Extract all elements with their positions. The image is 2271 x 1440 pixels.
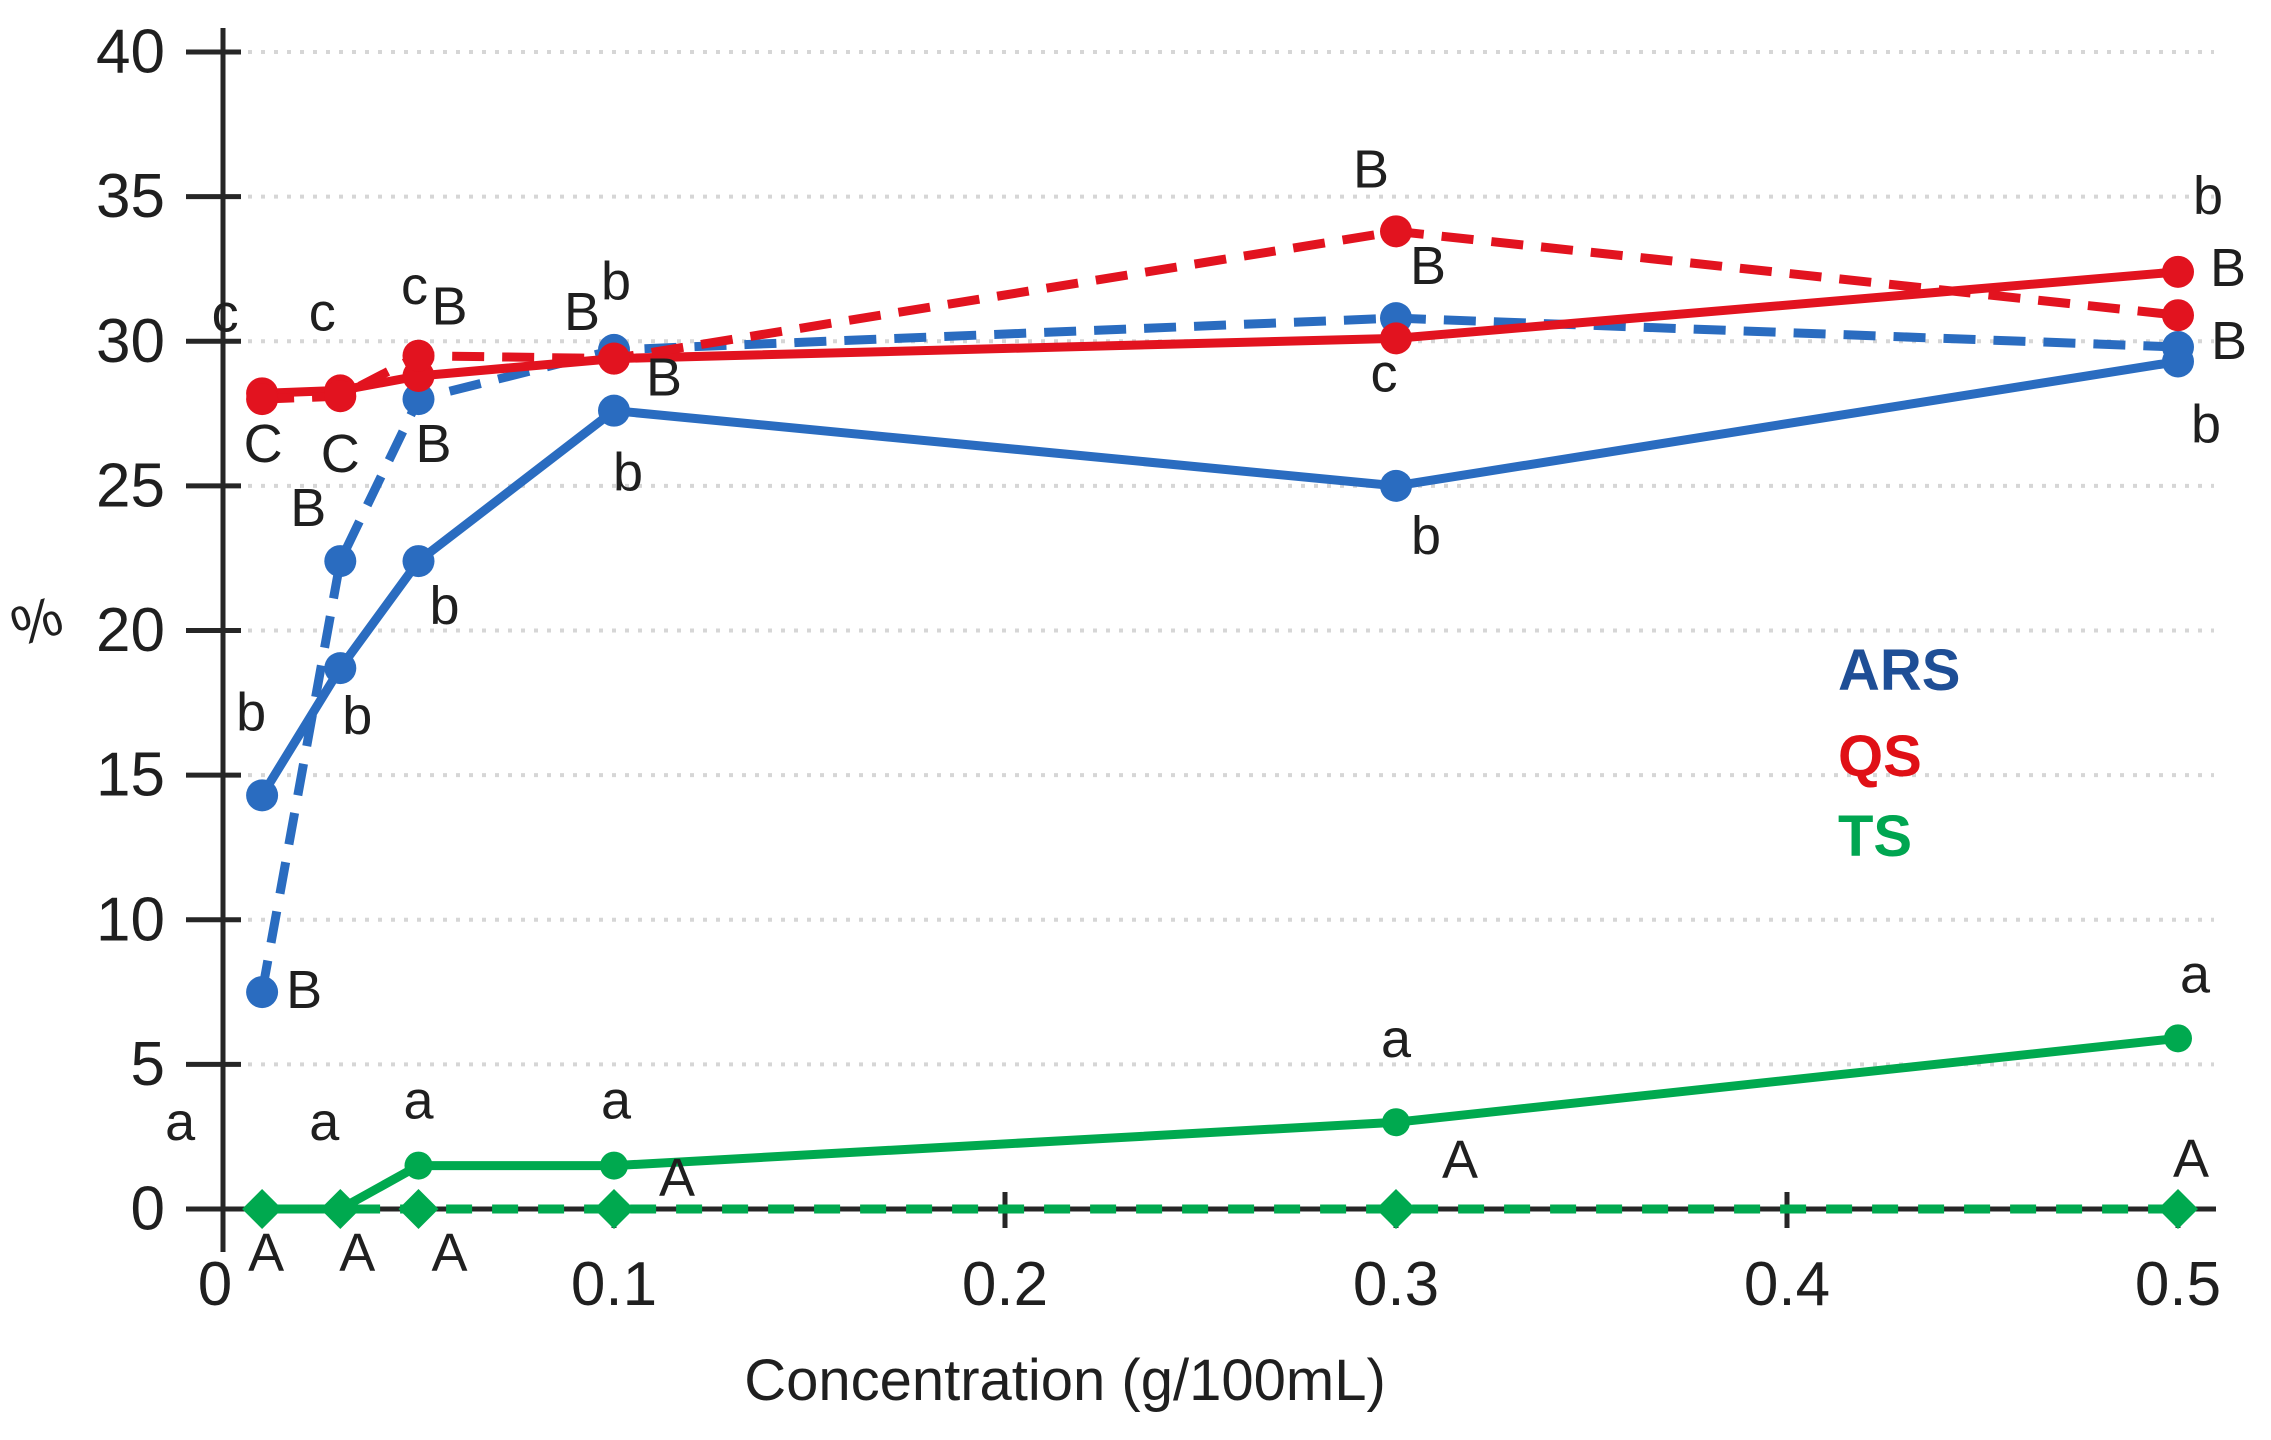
y-tick-label-20: 20 xyxy=(96,596,165,665)
point-label-qs-dashed-0: C xyxy=(244,414,283,474)
data-point-ts-dashed-5 xyxy=(2158,1189,2198,1229)
data-point-ts-dashed-0 xyxy=(242,1189,283,1229)
point-label-qs-solid-5: b xyxy=(2193,166,2223,226)
point-label-ars-dashed-3: B xyxy=(564,282,600,342)
point-label-qs-dashed-2: B xyxy=(431,277,467,337)
data-point-ts-solid-2 xyxy=(404,1151,433,1180)
point-label-ts-solid-1: a xyxy=(309,1092,340,1152)
x-axis-title: Concentration (g/100mL) xyxy=(744,1348,1386,1413)
point-label-ars-dashed-2: B xyxy=(415,414,451,474)
data-point-ars-solid-4 xyxy=(1380,469,1412,502)
data-point-qs-dashed-5 xyxy=(2162,299,2194,332)
point-label-ts-dashed-0: A xyxy=(248,1223,284,1283)
series-line-qs-dashed xyxy=(261,226,2179,404)
x-tick-label-0.5: 0.5 xyxy=(2135,1250,2221,1319)
point-label-ars-solid-0: b xyxy=(236,682,266,742)
data-point-qs-dashed-2 xyxy=(402,339,435,372)
point-label-qs-dashed-5: B xyxy=(2210,238,2246,298)
data-point-qs-solid-4 xyxy=(1380,322,1412,355)
data-point-ts-solid-4 xyxy=(1382,1108,1410,1137)
series-ts-solid xyxy=(248,1024,2192,1223)
data-point-ars-solid-3 xyxy=(598,394,630,427)
x-tick-label-0.2: 0.2 xyxy=(962,1250,1048,1319)
data-point-qs-dashed-1 xyxy=(324,380,357,413)
data-point-ars-dashed-5 xyxy=(2162,331,2194,364)
point-label-ts-solid-3: a xyxy=(601,1071,632,1131)
legend-label-ts: TS xyxy=(1838,804,1912,869)
data-point-ars-solid-2 xyxy=(402,545,435,578)
y-axis-title: % xyxy=(3,583,70,658)
y-tick-label-25: 25 xyxy=(96,451,165,520)
data-point-qs-dashed-3 xyxy=(598,342,630,375)
legend-label-ars: ARS xyxy=(1838,638,1960,703)
x-tick-label-0: 0 xyxy=(198,1250,232,1319)
series-line-qs-solid xyxy=(261,267,2179,398)
legend: ARS QS TS xyxy=(1838,638,1960,869)
series-lines xyxy=(242,215,2198,1229)
data-point-ars-dashed-2 xyxy=(402,383,435,416)
point-label-ars-dashed-0: B xyxy=(286,960,322,1020)
point-label-ars-solid-4: b xyxy=(1411,506,1441,566)
y-tick-label-30: 30 xyxy=(96,307,165,376)
point-label-ts-dashed-4: A xyxy=(1442,1130,1478,1190)
y-tick-label-5: 5 xyxy=(131,1030,165,1099)
point-label-ars-dashed-4: B xyxy=(1410,236,1446,296)
point-label-ts-dashed-5: A xyxy=(2173,1129,2209,1189)
series-qs-dashed xyxy=(246,215,2194,416)
point-label-ts-dashed-1: A xyxy=(339,1223,375,1283)
point-label-ars-solid-2: b xyxy=(429,576,459,636)
point-label-ars-dashed-5: B xyxy=(2211,311,2247,371)
y-tick-label-35: 35 xyxy=(96,162,165,231)
point-label-ts-solid-5: a xyxy=(2180,944,2211,1004)
point-label-ars-solid-1: b xyxy=(342,686,372,746)
point-label-qs-dashed-4: B xyxy=(1353,139,1389,199)
series-ars-solid xyxy=(246,345,2194,812)
point-label-qs-solid-4: c xyxy=(1371,343,1398,403)
data-point-qs-dashed-4 xyxy=(1380,215,1412,248)
data-point-ars-solid-1 xyxy=(324,652,357,685)
point-label-ars-solid-5: b xyxy=(2191,394,2221,454)
y-tick-label-0: 0 xyxy=(131,1175,165,1244)
point-label-qs-solid-3: b xyxy=(601,252,631,312)
point-label-ts-dashed-3: A xyxy=(659,1148,695,1208)
point-label-qs-solid-1: c xyxy=(309,282,336,342)
x-tick-label-0.3: 0.3 xyxy=(1353,1250,1439,1319)
data-point-ars-dashed-0 xyxy=(246,976,279,1009)
data-point-qs-dashed-0 xyxy=(246,383,279,416)
point-label-qs-solid-2: c xyxy=(401,256,428,316)
series-line-ars-solid xyxy=(258,357,2179,798)
data-point-qs-solid-5 xyxy=(2162,255,2194,288)
point-label-qs-dashed-3: B xyxy=(646,348,682,408)
point-label-ts-solid-4: a xyxy=(1381,1009,1412,1069)
y-tick-label-40: 40 xyxy=(96,18,165,87)
point-label-ts-solid-2: a xyxy=(403,1071,434,1131)
point-label-ts-solid-0: a xyxy=(165,1092,196,1152)
point-label-ts-dashed-2: A xyxy=(431,1223,467,1283)
x-tick-label-0.1: 0.1 xyxy=(571,1250,657,1319)
series-ts-dashed xyxy=(242,1189,2198,1229)
point-label-ars-dashed-1: B xyxy=(290,478,326,538)
series-line-ars-dashed xyxy=(257,313,2179,993)
point-label-qs-dashed-1: C xyxy=(321,424,360,484)
point-label-qs-solid-0: c xyxy=(212,283,239,343)
data-point-ts-solid-3 xyxy=(600,1151,628,1180)
y-tick-label-10: 10 xyxy=(96,885,165,954)
data-point-ts-dashed-2 xyxy=(398,1189,439,1229)
legend-label-qs: QS xyxy=(1838,724,1922,789)
gridlines xyxy=(235,50,2214,1067)
data-point-ts-dashed-1 xyxy=(320,1189,361,1229)
point-label-ars-solid-3: b xyxy=(613,443,643,503)
data-point-ars-dashed-1 xyxy=(324,545,357,578)
y-tick-label-15: 15 xyxy=(96,741,165,810)
data-point-ts-solid-5 xyxy=(2164,1024,2192,1053)
data-point-ts-dashed-4 xyxy=(1376,1189,1416,1229)
data-point-ts-dashed-3 xyxy=(594,1189,634,1229)
x-tick-label-0.4: 0.4 xyxy=(1744,1250,1830,1319)
data-point-ars-solid-0 xyxy=(246,779,279,812)
